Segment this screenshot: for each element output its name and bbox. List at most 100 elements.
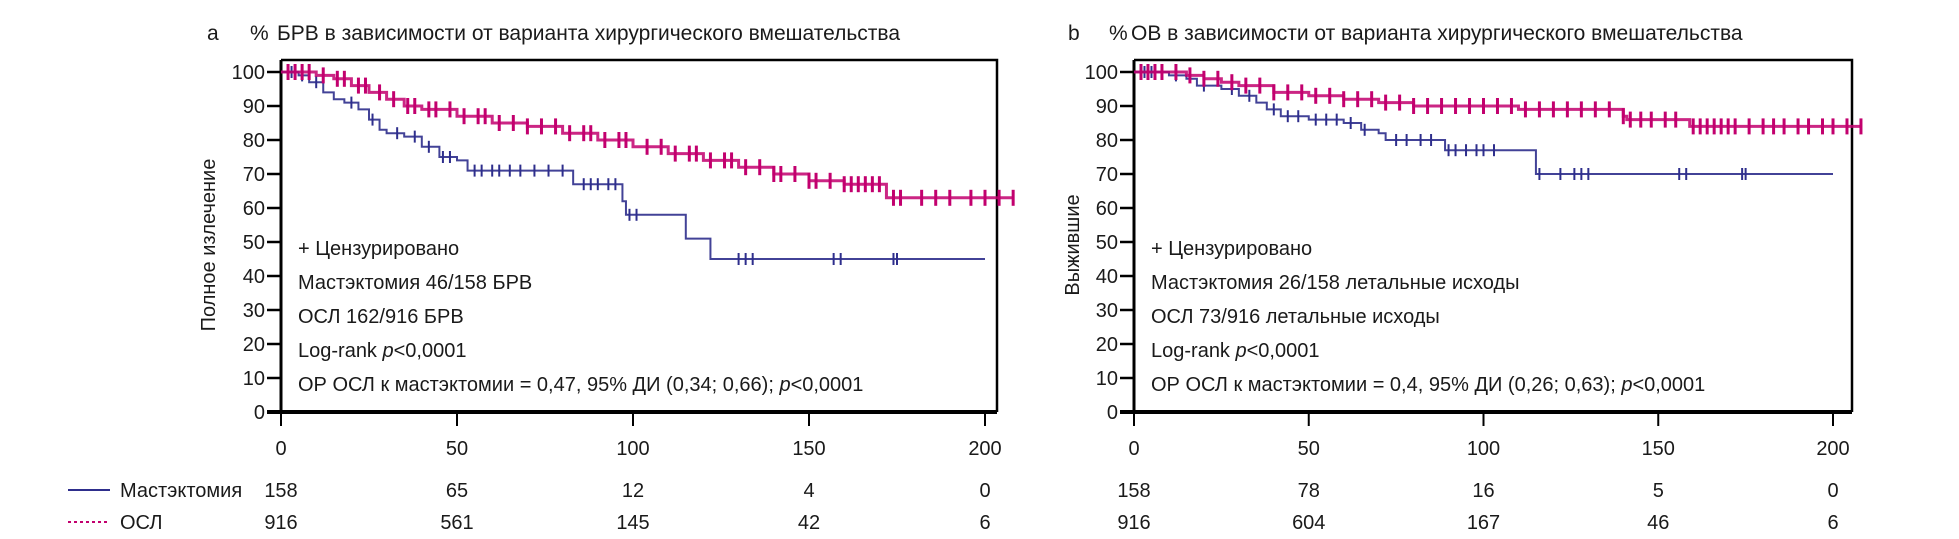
survival-curve — [281, 71, 985, 260]
annotation-text: ОСЛ 73/916 летальные исходы — [1151, 306, 1440, 328]
panel-letter: a — [207, 22, 219, 45]
risk-table-cell: 42 — [798, 512, 820, 534]
y-tick-label: 80 — [243, 130, 265, 152]
y-tick-label: 0 — [1107, 402, 1118, 424]
risk-table-cell: 916 — [264, 512, 297, 534]
panel-b: b% ОВ в зависимости от варианта хирургиче… — [1062, 22, 1863, 534]
y-unit-label: % — [250, 22, 269, 45]
y-tick-label: 70 — [1096, 164, 1118, 186]
y-tick-label: 50 — [1096, 232, 1118, 254]
survival-curve — [281, 70, 1014, 200]
y-tick-label: 30 — [243, 300, 265, 322]
y-tick-label: 60 — [1096, 198, 1118, 220]
chart-title: ОВ в зависимости от варианта хирургическ… — [1131, 22, 1743, 45]
legend-item-bcs: ОСЛ — [68, 512, 162, 534]
text-span: Log-rank — [1151, 340, 1236, 362]
risk-table-cell: 4 — [803, 480, 814, 502]
y-tick-label: 0 — [254, 402, 265, 424]
panel-letter: b — [1068, 22, 1080, 45]
x-tick-label: 50 — [1298, 438, 1320, 460]
risk-table-cell: 0 — [979, 480, 990, 502]
annotation-text: Log-rank p<0,0001 — [298, 340, 466, 362]
text-span: ОР ОСЛ к мастэктомии = 0,47, 95% ДИ (0,3… — [298, 374, 779, 396]
risk-table-cell: 0 — [1827, 480, 1838, 502]
y-tick-label: 10 — [243, 368, 265, 390]
y-axis-label: Выжившие — [1062, 194, 1084, 295]
y-tick-label: 10 — [1096, 368, 1118, 390]
risk-table-cell: 6 — [1827, 512, 1838, 534]
text-span: <0,0001 — [394, 340, 467, 362]
x-tick-label: 0 — [275, 438, 286, 460]
text-span: ОР ОСЛ к мастэктомии = 0,4, 95% ДИ (0,26… — [1151, 374, 1621, 396]
risk-table-cell: 6 — [979, 512, 990, 534]
x-tick-label: 0 — [1128, 438, 1139, 460]
x-tick-label: 50 — [446, 438, 468, 460]
y-tick-label: 100 — [232, 62, 265, 84]
x-tick-label: 100 — [616, 438, 649, 460]
risk-table-cell: 604 — [1292, 512, 1325, 534]
y-axis-label: Полное излечение — [198, 159, 220, 332]
y-tick-label: 30 — [1096, 300, 1118, 322]
risk-table-cell: 561 — [440, 512, 473, 534]
risk-table-cell: 5 — [1653, 480, 1664, 502]
series-bcs — [1134, 64, 1863, 135]
text-span: p — [1235, 340, 1247, 362]
series-bcs — [281, 64, 1015, 206]
risk-table-cell: 78 — [1298, 480, 1320, 502]
risk-table-cell: 46 — [1647, 512, 1669, 534]
y-tick-label: 20 — [243, 334, 265, 356]
text-span: <0,0001 — [791, 374, 864, 396]
risk-table-cell: 16 — [1472, 480, 1494, 502]
x-tick-label: 150 — [1642, 438, 1675, 460]
y-tick-label: 50 — [243, 232, 265, 254]
legend-label: ОСЛ — [120, 512, 162, 534]
series-mastectomy — [281, 66, 985, 265]
text-span: <0,0001 — [1632, 374, 1705, 396]
y-tick-label: 20 — [1096, 334, 1118, 356]
survival-curve — [1134, 71, 1833, 175]
annotation-text: Log-rank p<0,0001 — [1151, 340, 1319, 362]
survival-curve — [1134, 70, 1861, 128]
x-tick-label: 200 — [968, 438, 1001, 460]
y-tick-label: 40 — [243, 266, 265, 288]
y-tick-label: 100 — [1085, 62, 1118, 84]
text-span: Мастэктомия 46/158 БРВ — [298, 272, 532, 294]
y-tick-label: 80 — [1096, 130, 1118, 152]
risk-table-cell: 12 — [622, 480, 644, 502]
risk-table-cell: 65 — [446, 480, 468, 502]
annotation-text: Мастэктомия 46/158 БРВ — [298, 272, 532, 294]
x-tick-label: 150 — [792, 438, 825, 460]
text-span: ОСЛ 162/916 БРВ — [298, 306, 464, 328]
x-tick-label: 200 — [1816, 438, 1849, 460]
risk-table-cell: 916 — [1117, 512, 1150, 534]
x-tick-label: 100 — [1467, 438, 1500, 460]
plot-frame — [1134, 58, 1854, 412]
risk-table-cell: 167 — [1467, 512, 1500, 534]
y-tick-label: 90 — [1096, 96, 1118, 118]
text-span: Мастэктомия 26/158 летальные исходы — [1151, 272, 1520, 294]
text-span: p — [1620, 374, 1632, 396]
y-tick-label: 90 — [243, 96, 265, 118]
risk-table-cell: 145 — [616, 512, 649, 534]
annotation-text: ОСЛ 162/916 БРВ — [298, 306, 464, 328]
panel-a: a% БРВ в зависимости от варианта хирургич… — [198, 22, 1015, 534]
text-span: p — [382, 340, 394, 362]
text-span: <0,0001 — [1247, 340, 1320, 362]
y-tick-label: 70 — [243, 164, 265, 186]
legend-label: Мастэктомия — [120, 480, 242, 502]
plot-frame — [281, 58, 999, 412]
risk-table-cell: 158 — [264, 480, 297, 502]
text-span: ОСЛ 73/916 летальные исходы — [1151, 306, 1440, 328]
annotation-text: + Цензурировано — [298, 238, 459, 260]
risk-table-cell: 158 — [1117, 480, 1150, 502]
y-tick-label: 40 — [1096, 266, 1118, 288]
y-tick-label: 60 — [243, 198, 265, 220]
legend-item-mastectomy: Мастэктомия — [68, 480, 242, 502]
text-span: + Цензурировано — [298, 238, 459, 260]
risk-table-legend: Мастэктомия ОСЛ — [68, 480, 242, 534]
annotation-text: ОР ОСЛ к мастэктомии = 0,47, 95% ДИ (0,3… — [298, 374, 863, 396]
annotation-text: ОР ОСЛ к мастэктомии = 0,4, 95% ДИ (0,26… — [1151, 374, 1705, 396]
text-span: + Цензурировано — [1151, 238, 1312, 260]
text-span: p — [778, 374, 790, 396]
